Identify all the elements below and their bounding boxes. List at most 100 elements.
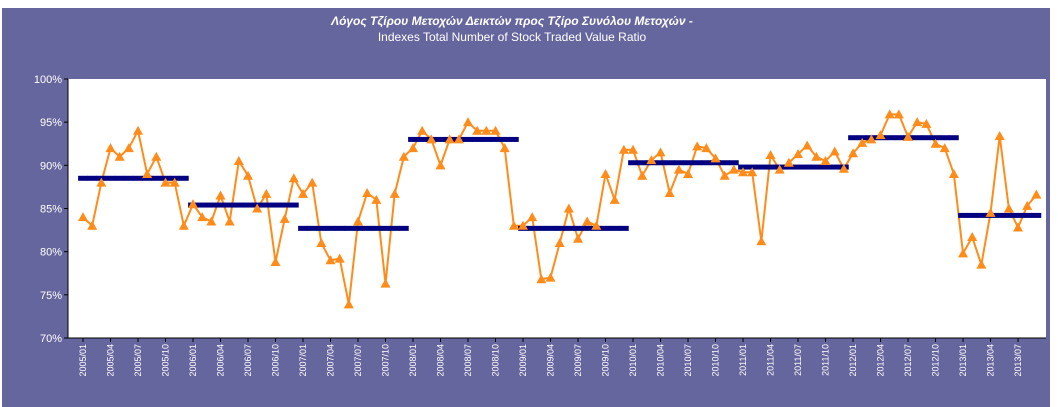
point-marker: [793, 149, 804, 159]
x-tick-label: 2007/07: [353, 344, 363, 377]
point-marker: [820, 156, 831, 166]
point-marker: [426, 134, 437, 144]
x-tick-label: 2010/04: [656, 344, 666, 377]
point-marker: [563, 203, 574, 213]
point-marker: [811, 151, 822, 161]
point-marker: [362, 187, 373, 197]
x-tick-label: 2010/07: [683, 344, 693, 377]
point-marker: [893, 109, 904, 119]
point-marker: [802, 140, 813, 150]
point-marker: [316, 238, 327, 248]
x-tick-label: 2011/01: [738, 344, 748, 376]
x-tick-label: 2011/07: [793, 344, 803, 376]
point-marker: [133, 125, 144, 135]
point-marker: [334, 253, 345, 263]
point-marker: [958, 248, 969, 258]
point-marker: [1003, 203, 1014, 213]
point-marker: [976, 259, 987, 269]
x-tick-label: 2005/01: [78, 344, 88, 377]
point-marker: [728, 164, 739, 174]
point-marker: [994, 130, 1005, 140]
point-marker: [774, 164, 785, 174]
point-marker: [673, 164, 684, 174]
point-marker: [389, 188, 400, 198]
x-tick-label: 2012/04: [876, 344, 886, 377]
point-marker: [343, 299, 354, 309]
point-marker: [417, 125, 428, 135]
point-marker: [508, 220, 519, 230]
x-tick-label: 2009/04: [546, 344, 556, 377]
x-tick-label: 2012/07: [903, 344, 913, 377]
x-tick-label: 2011/10: [821, 344, 831, 376]
point-marker: [78, 212, 88, 222]
point-marker: [600, 168, 611, 178]
point-marker: [646, 155, 657, 165]
x-tick-label: 2006/10: [271, 344, 281, 377]
point-marker: [252, 203, 263, 213]
point-marker: [848, 148, 859, 158]
point-marker: [142, 168, 153, 178]
point-marker: [160, 177, 171, 187]
x-tick-label: 2009/10: [601, 344, 611, 377]
point-marker: [838, 163, 849, 173]
point-marker: [692, 141, 703, 151]
point-marker: [829, 146, 840, 156]
x-tick-label: 2005/07: [133, 344, 143, 377]
x-tick-label: 2007/04: [326, 344, 336, 377]
point-marker: [912, 117, 923, 127]
point-marker: [398, 151, 409, 161]
point-marker: [371, 194, 382, 204]
x-tick-label: 2009/07: [573, 344, 583, 377]
x-tick-label: 2008/04: [436, 344, 446, 377]
point-marker: [884, 109, 895, 119]
y-tick-label: 95%: [40, 117, 62, 129]
point-marker: [206, 216, 217, 226]
point-marker: [1022, 200, 1033, 210]
point-marker: [279, 213, 290, 223]
point-marker: [591, 220, 602, 230]
point-marker: [967, 231, 978, 241]
point-marker: [573, 233, 584, 243]
point-marker: [985, 207, 996, 217]
point-marker: [747, 167, 758, 177]
x-tick-label: 2007/10: [381, 344, 391, 377]
y-tick-label: 100%: [34, 74, 62, 86]
point-marker: [710, 153, 721, 163]
point-marker: [738, 167, 749, 177]
y-tick-label: 75%: [40, 290, 62, 302]
x-tick-label: 2009/01: [518, 344, 528, 377]
point-marker: [628, 144, 639, 154]
x-tick-label: 2008/01: [408, 344, 418, 377]
x-tick-label: 2007/01: [298, 344, 308, 377]
point-marker: [490, 125, 501, 135]
chart-title: Λόγος Τζίρου Μετοχών Δεικτών προς Τζίρο …: [330, 14, 693, 28]
point-marker: [87, 220, 98, 230]
x-tick-label: 2013/04: [986, 344, 996, 377]
x-tick-label: 2008/07: [463, 344, 473, 377]
x-tick-label: 2012/10: [931, 344, 941, 377]
point-marker: [298, 188, 309, 198]
point-marker: [243, 170, 254, 180]
x-tick-label: 2006/01: [188, 344, 198, 377]
point-marker: [536, 274, 547, 284]
x-tick-label: 2013/01: [958, 344, 968, 377]
point-marker: [481, 125, 492, 135]
point-marker: [756, 236, 767, 246]
x-tick-label: 2006/07: [243, 344, 253, 377]
y-tick-label: 80%: [40, 247, 62, 259]
point-marker: [930, 138, 941, 148]
point-marker: [215, 190, 226, 200]
point-marker: [783, 157, 794, 167]
point-marker: [472, 125, 483, 135]
point-marker: [178, 220, 189, 230]
point-marker: [664, 187, 675, 197]
point-marker: [948, 168, 959, 178]
point-marker: [637, 170, 648, 180]
point-marker: [903, 131, 914, 141]
y-tick-label: 85%: [40, 204, 62, 216]
point-marker: [188, 199, 199, 209]
point-marker: [453, 134, 464, 144]
point-marker: [151, 151, 162, 161]
point-marker: [307, 177, 318, 187]
